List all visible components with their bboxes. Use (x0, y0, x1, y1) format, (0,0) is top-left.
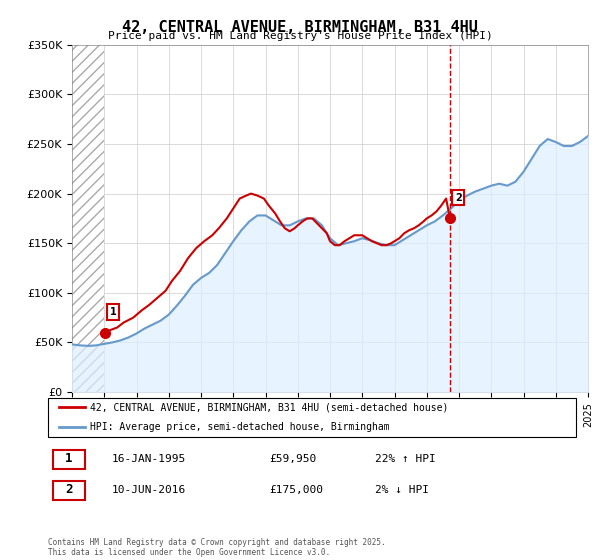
Text: 10-JUN-2016: 10-JUN-2016 (112, 485, 185, 495)
FancyBboxPatch shape (53, 481, 85, 501)
Text: 2: 2 (455, 193, 461, 203)
Text: Contains HM Land Registry data © Crown copyright and database right 2025.
This d: Contains HM Land Registry data © Crown c… (48, 538, 386, 557)
Text: 42, CENTRAL AVENUE, BIRMINGHAM, B31 4HU (semi-detached house): 42, CENTRAL AVENUE, BIRMINGHAM, B31 4HU … (90, 403, 449, 412)
Text: £59,950: £59,950 (270, 454, 317, 464)
Text: Price paid vs. HM Land Registry's House Price Index (HPI): Price paid vs. HM Land Registry's House … (107, 31, 493, 41)
Text: 2: 2 (65, 483, 73, 497)
Text: 1: 1 (65, 452, 73, 465)
FancyBboxPatch shape (48, 398, 576, 437)
Text: 42, CENTRAL AVENUE, BIRMINGHAM, B31 4HU: 42, CENTRAL AVENUE, BIRMINGHAM, B31 4HU (122, 20, 478, 35)
Bar (72, 45, 104, 392)
Text: 2% ↓ HPI: 2% ↓ HPI (376, 485, 430, 495)
Text: 22% ↑ HPI: 22% ↑ HPI (376, 454, 436, 464)
Text: HPI: Average price, semi-detached house, Birmingham: HPI: Average price, semi-detached house,… (90, 422, 390, 432)
Text: 16-JAN-1995: 16-JAN-1995 (112, 454, 185, 464)
FancyBboxPatch shape (53, 450, 85, 469)
Text: 1: 1 (110, 307, 116, 316)
Text: £175,000: £175,000 (270, 485, 324, 495)
